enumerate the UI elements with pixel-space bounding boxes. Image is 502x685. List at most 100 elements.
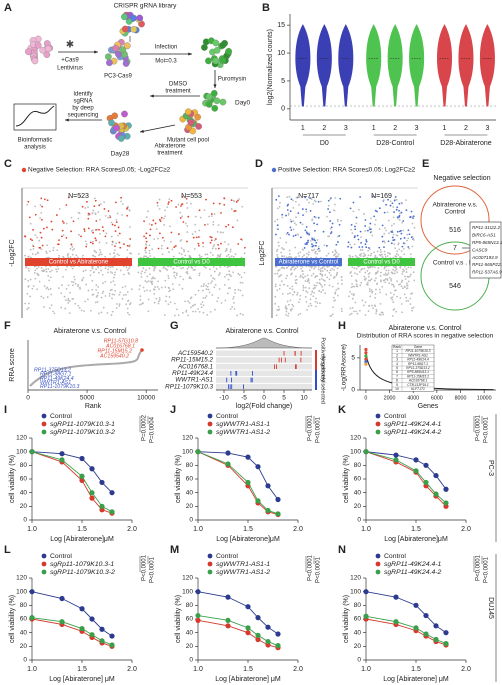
axis-title: Log [Abiraterone]μM bbox=[216, 536, 280, 543]
point bbox=[227, 223, 230, 226]
point bbox=[371, 265, 374, 268]
point bbox=[274, 272, 276, 275]
point bbox=[310, 293, 313, 296]
point bbox=[313, 284, 316, 287]
point bbox=[318, 250, 321, 253]
point bbox=[31, 244, 34, 247]
point bbox=[370, 217, 372, 220]
x-tick-label: 1 bbox=[372, 125, 376, 132]
point bbox=[110, 221, 113, 224]
point bbox=[167, 286, 170, 289]
point bbox=[153, 277, 156, 280]
point bbox=[218, 274, 220, 277]
point bbox=[353, 293, 355, 295]
axis-title: Rank bbox=[85, 403, 102, 410]
point bbox=[87, 217, 90, 220]
point bbox=[316, 223, 319, 226]
point bbox=[101, 274, 104, 276]
cell bbox=[108, 119, 115, 127]
point bbox=[288, 253, 291, 255]
point bbox=[292, 265, 295, 268]
point bbox=[167, 277, 170, 280]
icon: ✱ bbox=[66, 40, 74, 51]
point bbox=[341, 310, 343, 313]
point bbox=[328, 278, 331, 281]
point bbox=[380, 280, 382, 283]
point bbox=[405, 296, 408, 299]
point bbox=[61, 229, 64, 232]
point bbox=[58, 208, 61, 210]
point bbox=[391, 231, 394, 233]
point bbox=[125, 266, 128, 269]
point bbox=[311, 290, 314, 293]
point bbox=[31, 287, 34, 290]
point bbox=[98, 271, 100, 274]
point bbox=[118, 241, 121, 244]
point bbox=[337, 241, 339, 243]
point bbox=[40, 295, 43, 298]
point bbox=[148, 223, 151, 225]
point bbox=[34, 205, 37, 208]
point bbox=[137, 271, 140, 274]
point bbox=[315, 297, 317, 300]
point bbox=[194, 230, 197, 233]
point bbox=[191, 233, 194, 235]
data-point bbox=[59, 595, 65, 602]
point bbox=[49, 250, 51, 253]
point bbox=[126, 244, 129, 247]
p-value: P=0.0004 bbox=[150, 416, 156, 443]
point bbox=[71, 246, 74, 248]
point bbox=[285, 266, 288, 269]
panel-label: G bbox=[170, 320, 179, 332]
point bbox=[391, 298, 394, 301]
label: Control v.s . D0 bbox=[433, 260, 478, 267]
point bbox=[305, 301, 308, 303]
point bbox=[97, 211, 100, 213]
point bbox=[91, 279, 94, 282]
point bbox=[91, 254, 94, 257]
point bbox=[285, 214, 287, 217]
point bbox=[297, 252, 300, 255]
point bbox=[148, 244, 151, 247]
point bbox=[360, 252, 363, 255]
point bbox=[301, 270, 304, 273]
point bbox=[327, 208, 329, 210]
point bbox=[410, 293, 412, 295]
point bbox=[320, 283, 322, 286]
point bbox=[290, 273, 293, 276]
point bbox=[107, 210, 110, 212]
point bbox=[211, 280, 213, 283]
point bbox=[275, 250, 278, 253]
point bbox=[124, 285, 127, 288]
point bbox=[391, 271, 394, 274]
point bbox=[153, 292, 156, 295]
point bbox=[316, 253, 319, 255]
point bbox=[27, 285, 30, 287]
point bbox=[275, 198, 278, 201]
point bbox=[70, 243, 73, 246]
point bbox=[234, 289, 237, 291]
point bbox=[116, 212, 119, 215]
point bbox=[80, 309, 83, 312]
point bbox=[26, 308, 29, 311]
point bbox=[67, 253, 70, 256]
label: Mutant cell pool bbox=[167, 138, 209, 144]
point bbox=[320, 291, 323, 293]
y-tick-label: 0 bbox=[357, 517, 361, 524]
cell bbox=[136, 14, 144, 22]
point bbox=[223, 197, 226, 200]
point bbox=[29, 295, 31, 298]
point bbox=[400, 285, 403, 288]
point bbox=[295, 278, 298, 281]
point bbox=[407, 246, 410, 248]
point bbox=[70, 280, 73, 283]
point bbox=[232, 226, 234, 229]
point bbox=[214, 238, 217, 240]
point bbox=[126, 269, 129, 271]
point bbox=[370, 230, 373, 233]
point bbox=[385, 293, 388, 296]
point bbox=[324, 273, 327, 276]
point bbox=[288, 233, 290, 236]
point bbox=[237, 288, 240, 291]
point bbox=[206, 223, 209, 226]
